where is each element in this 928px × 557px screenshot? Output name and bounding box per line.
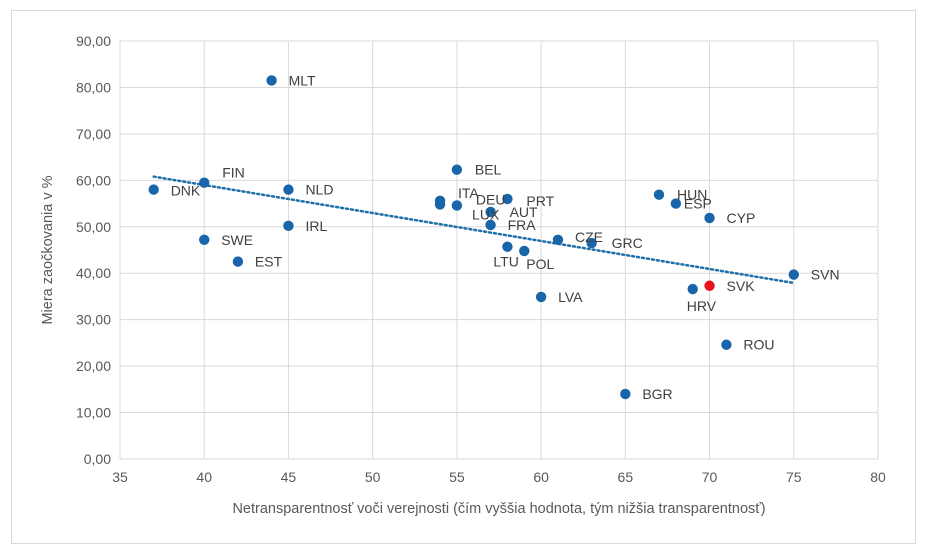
y-tick-label: 40,00 bbox=[76, 265, 111, 281]
data-label-swe: SWE bbox=[221, 232, 253, 248]
data-label-mlt: MLT bbox=[289, 72, 316, 88]
data-point-lux bbox=[434, 199, 446, 210]
data-label-grc: GRC bbox=[612, 235, 643, 251]
y-tick-label: 80,00 bbox=[76, 79, 111, 95]
data-label-esp: ESP bbox=[684, 196, 712, 212]
data-point-svk bbox=[704, 280, 715, 291]
data-point-hrv bbox=[687, 283, 698, 295]
data-point-aut bbox=[485, 206, 496, 218]
y-tick-labels: 0,00 10,00 20,00 30,00 40,00 50,00 60,00 70,00 8… bbox=[76, 33, 111, 467]
data-label-cyp: CYP bbox=[727, 210, 756, 226]
data-point-ltu bbox=[502, 241, 513, 252]
gridlines bbox=[119, 40, 879, 460]
data-point-cyp bbox=[704, 212, 715, 224]
data-point-nld bbox=[283, 184, 294, 195]
data-label-bgr: BGR bbox=[642, 386, 672, 402]
data-label-hrv: HRV bbox=[687, 298, 717, 314]
chart-frame bbox=[11, 10, 916, 544]
data-point-pol bbox=[519, 245, 530, 257]
data-label-bel: BEL bbox=[475, 162, 502, 178]
data-point-dnk bbox=[148, 184, 159, 195]
data-label-est: EST bbox=[255, 254, 283, 270]
data-label-fin: FIN bbox=[222, 165, 245, 181]
x-tick-labels: 35 40 45 50 55 60 65 70 75 80 bbox=[112, 469, 886, 485]
x-tick-label: 80 bbox=[870, 469, 886, 485]
data-label-fra: FRA bbox=[508, 217, 537, 233]
data-point-lva bbox=[535, 291, 547, 303]
x-tick-label: 55 bbox=[449, 469, 465, 485]
data-label-dnk: DNK bbox=[171, 183, 201, 199]
data-label-irl: IRL bbox=[305, 218, 327, 234]
x-tick-label: 60 bbox=[533, 469, 549, 485]
data-point-mlt bbox=[266, 75, 277, 86]
data-label-prt: PRT bbox=[526, 193, 554, 209]
data-label-lva: LVA bbox=[558, 289, 583, 305]
data-label-deu: DEU bbox=[476, 191, 506, 207]
data-point-deu bbox=[451, 200, 463, 211]
data-label-nld: NLD bbox=[305, 182, 333, 198]
data-point-est bbox=[232, 256, 244, 267]
x-tick-label: 50 bbox=[365, 469, 381, 485]
y-tick-label: 10,00 bbox=[76, 405, 111, 421]
trendline bbox=[152, 175, 796, 285]
data-point-prt bbox=[502, 193, 513, 205]
y-tick-label: 0,00 bbox=[84, 451, 111, 467]
x-tick-label: 35 bbox=[112, 469, 128, 485]
y-axis-title: Miera zaočkovania v % bbox=[40, 175, 56, 324]
x-tick-label: 70 bbox=[702, 469, 718, 485]
data-point-irl bbox=[283, 220, 294, 232]
y-tick-label: 50,00 bbox=[76, 219, 111, 235]
y-tick-label: 70,00 bbox=[76, 126, 111, 142]
data-label-ita: ITA bbox=[458, 185, 479, 201]
y-tick-label: 30,00 bbox=[76, 312, 111, 328]
data-point-bgr bbox=[620, 388, 631, 400]
x-axis-title: Netransparentnosť voči verejnosti (čím v… bbox=[232, 501, 765, 517]
data-point-grc bbox=[586, 237, 597, 249]
data-point-rou bbox=[721, 339, 732, 350]
data-label-pol: POL bbox=[526, 256, 554, 272]
x-tick-label: 75 bbox=[786, 469, 802, 485]
data-label-svn: SVN bbox=[811, 267, 840, 283]
data-label-cze: CZE bbox=[575, 229, 603, 245]
x-tick-label: 65 bbox=[618, 469, 634, 485]
data-point-esp bbox=[670, 198, 682, 209]
data-point-hun bbox=[653, 189, 665, 200]
data-label-svk: SVK bbox=[727, 278, 756, 294]
data-label-ltu: LTU bbox=[493, 254, 518, 270]
y-tick-label: 20,00 bbox=[76, 358, 111, 374]
y-tick-label: 60,00 bbox=[76, 172, 111, 188]
data-label-rou: ROU bbox=[743, 337, 774, 353]
data-label-hun: HUN bbox=[677, 187, 707, 203]
data-points bbox=[148, 75, 799, 400]
data-point-cze bbox=[552, 234, 564, 245]
data-point-fin bbox=[199, 177, 210, 188]
data-point-svn bbox=[788, 269, 799, 280]
data-label-lux: LUX bbox=[472, 206, 500, 222]
data-point-swe bbox=[199, 234, 210, 245]
x-tick-label: 40 bbox=[196, 469, 212, 485]
data-point-fra bbox=[485, 219, 496, 231]
x-tick-label: 45 bbox=[281, 469, 297, 485]
y-tick-label: 90,00 bbox=[76, 33, 111, 49]
data-point-bel bbox=[451, 164, 463, 175]
data-label-aut: AUT bbox=[510, 204, 538, 220]
